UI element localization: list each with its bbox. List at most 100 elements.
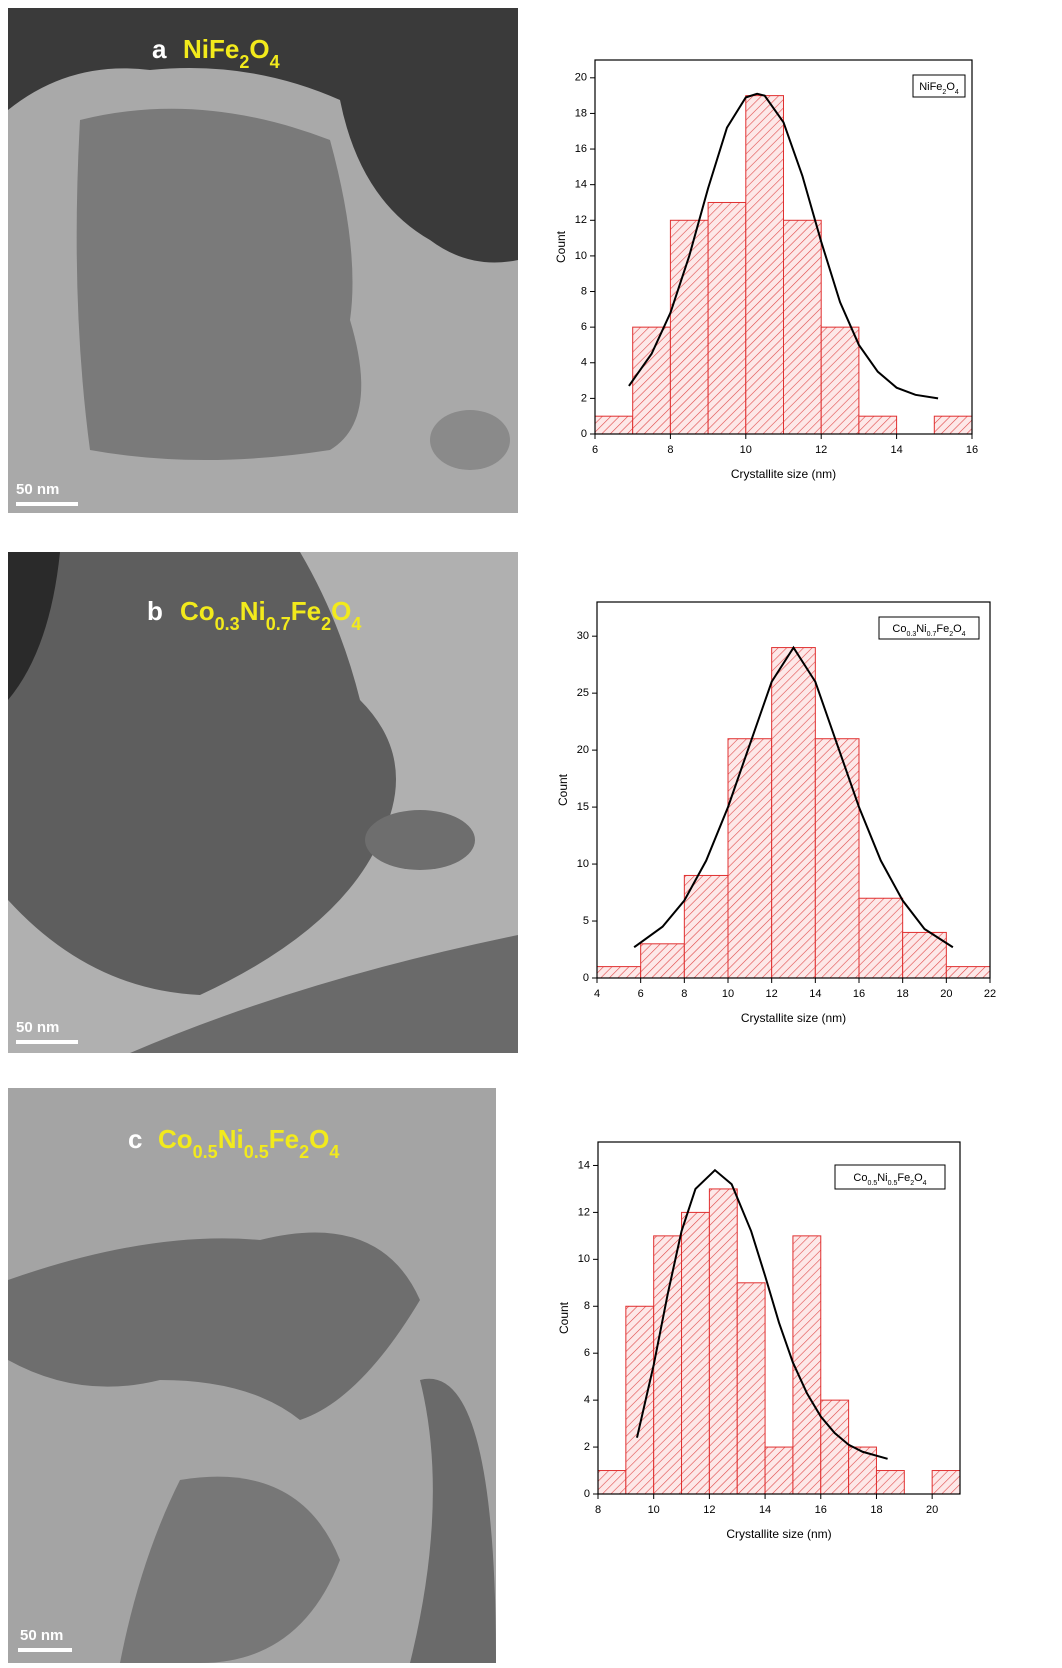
y-tick-label: 4 <box>581 357 587 369</box>
panel-letter: c <box>128 1124 142 1154</box>
x-tick-label: 20 <box>940 988 952 1000</box>
histogram-bar <box>933 415 973 435</box>
legend-label: Co0.5Ni0.5Fe2O4 <box>853 1172 926 1187</box>
histogram-bar <box>771 647 816 979</box>
y-tick-label: 10 <box>577 858 589 870</box>
y-tick-label: 2 <box>584 1441 590 1453</box>
plot-frame <box>596 601 991 979</box>
histogram-bar <box>820 1399 850 1495</box>
plot-frame <box>594 59 973 435</box>
x-tick-label: 8 <box>595 1504 601 1516</box>
x-tick-label: 8 <box>667 444 673 456</box>
scale-bar-label: 50 nm <box>20 1627 63 1644</box>
y-tick-label: 18 <box>575 107 587 119</box>
y-tick-label: 5 <box>583 915 589 927</box>
scale-bar <box>16 1040 78 1044</box>
histogram-bar <box>597 1470 627 1495</box>
panel-label: NiFe2O4 <box>183 34 280 72</box>
histogram-bar <box>764 1446 794 1495</box>
histogram-bar <box>858 897 904 979</box>
y-tick-label: 15 <box>577 801 589 813</box>
x-tick-label: 6 <box>592 444 598 456</box>
histogram-bar <box>708 1188 738 1495</box>
y-tick-label: 2 <box>581 392 587 404</box>
x-tick-label: 10 <box>740 444 752 456</box>
x-tick-label: 6 <box>638 988 644 1000</box>
y-tick-label: 25 <box>577 687 589 699</box>
y-tick-label: 12 <box>575 214 587 226</box>
x-tick-label: 16 <box>815 1504 827 1516</box>
y-tick-label: 20 <box>575 72 587 84</box>
x-tick-label: 18 <box>870 1504 882 1516</box>
y-axis-label: Count <box>557 1301 571 1334</box>
legend-box <box>834 1164 946 1190</box>
x-tick-label: 12 <box>815 444 827 456</box>
histogram-bar <box>875 1470 905 1495</box>
y-tick-label: 0 <box>583 972 589 984</box>
y-tick-label: 0 <box>584 1488 590 1500</box>
histogram-bar <box>931 1470 961 1495</box>
histogram-bar <box>783 219 822 435</box>
x-tick-label: 22 <box>984 988 996 1000</box>
x-axis-label: Crystallite size (nm) <box>726 1527 831 1541</box>
panel-letter: b <box>147 596 163 626</box>
histogram-bar <box>820 326 860 435</box>
histogram-bar <box>858 415 898 435</box>
fit-curve <box>628 92 939 400</box>
y-tick-label: 8 <box>584 1300 590 1312</box>
x-tick-label: 12 <box>766 988 778 1000</box>
y-tick-label: 0 <box>581 428 587 440</box>
histogram-bar <box>745 95 784 435</box>
x-tick-label: 18 <box>897 988 909 1000</box>
x-tick-label: 10 <box>648 1504 660 1516</box>
scale-bar <box>16 502 78 506</box>
fit-curve <box>633 645 954 949</box>
y-axis-label: Count <box>556 773 570 806</box>
histogram-bar <box>902 931 947 979</box>
scale-bar-label: 50 nm <box>16 1019 59 1036</box>
y-tick-label: 16 <box>575 143 587 155</box>
x-tick-label: 4 <box>594 988 600 1000</box>
histogram-bar <box>707 201 747 435</box>
histogram-bar <box>814 738 860 979</box>
x-axis-label: Crystallite size (nm) <box>731 467 836 481</box>
y-axis-label: Count <box>554 230 568 263</box>
histogram-bar <box>625 1305 655 1495</box>
y-tick-label: 6 <box>584 1347 590 1359</box>
legend-label: Co0.3Ni0.7Fe2O4 <box>892 623 965 638</box>
x-tick-label: 12 <box>703 1504 715 1516</box>
y-tick-label: 20 <box>577 744 589 756</box>
histogram-bar <box>945 966 991 979</box>
tem-image <box>8 8 518 513</box>
y-tick-label: 14 <box>578 1159 590 1171</box>
x-tick-label: 8 <box>681 988 687 1000</box>
tem-image <box>8 552 518 1053</box>
scale-bar-label: 50 nm <box>16 481 59 498</box>
y-tick-label: 12 <box>578 1206 590 1218</box>
x-tick-label: 14 <box>759 1504 771 1516</box>
histogram-bar <box>792 1235 822 1495</box>
histogram-bar <box>736 1282 766 1495</box>
histogram-bar <box>653 1235 683 1495</box>
histogram-bar <box>681 1211 710 1495</box>
x-tick-label: 10 <box>722 988 734 1000</box>
histogram-bar <box>594 415 634 435</box>
x-tick-label: 16 <box>853 988 865 1000</box>
legend-box <box>912 74 966 98</box>
histogram-bar <box>683 874 729 979</box>
scale-bar <box>18 1648 72 1652</box>
y-tick-label: 6 <box>581 321 587 333</box>
histogram-bar <box>640 943 685 979</box>
legend-label: NiFe2O4 <box>919 81 959 96</box>
x-tick-label: 14 <box>890 444 902 456</box>
y-tick-label: 14 <box>575 179 587 191</box>
x-tick-label: 20 <box>926 1504 938 1516</box>
y-tick-label: 8 <box>581 285 587 297</box>
y-tick-label: 4 <box>584 1394 590 1406</box>
fit-curve <box>636 1168 888 1460</box>
x-axis-label: Crystallite size (nm) <box>741 1011 846 1025</box>
panel-letter: a <box>152 34 167 64</box>
panel-label: Co0.3Ni0.7Fe2O4 <box>180 596 361 634</box>
x-tick-label: 16 <box>966 444 978 456</box>
